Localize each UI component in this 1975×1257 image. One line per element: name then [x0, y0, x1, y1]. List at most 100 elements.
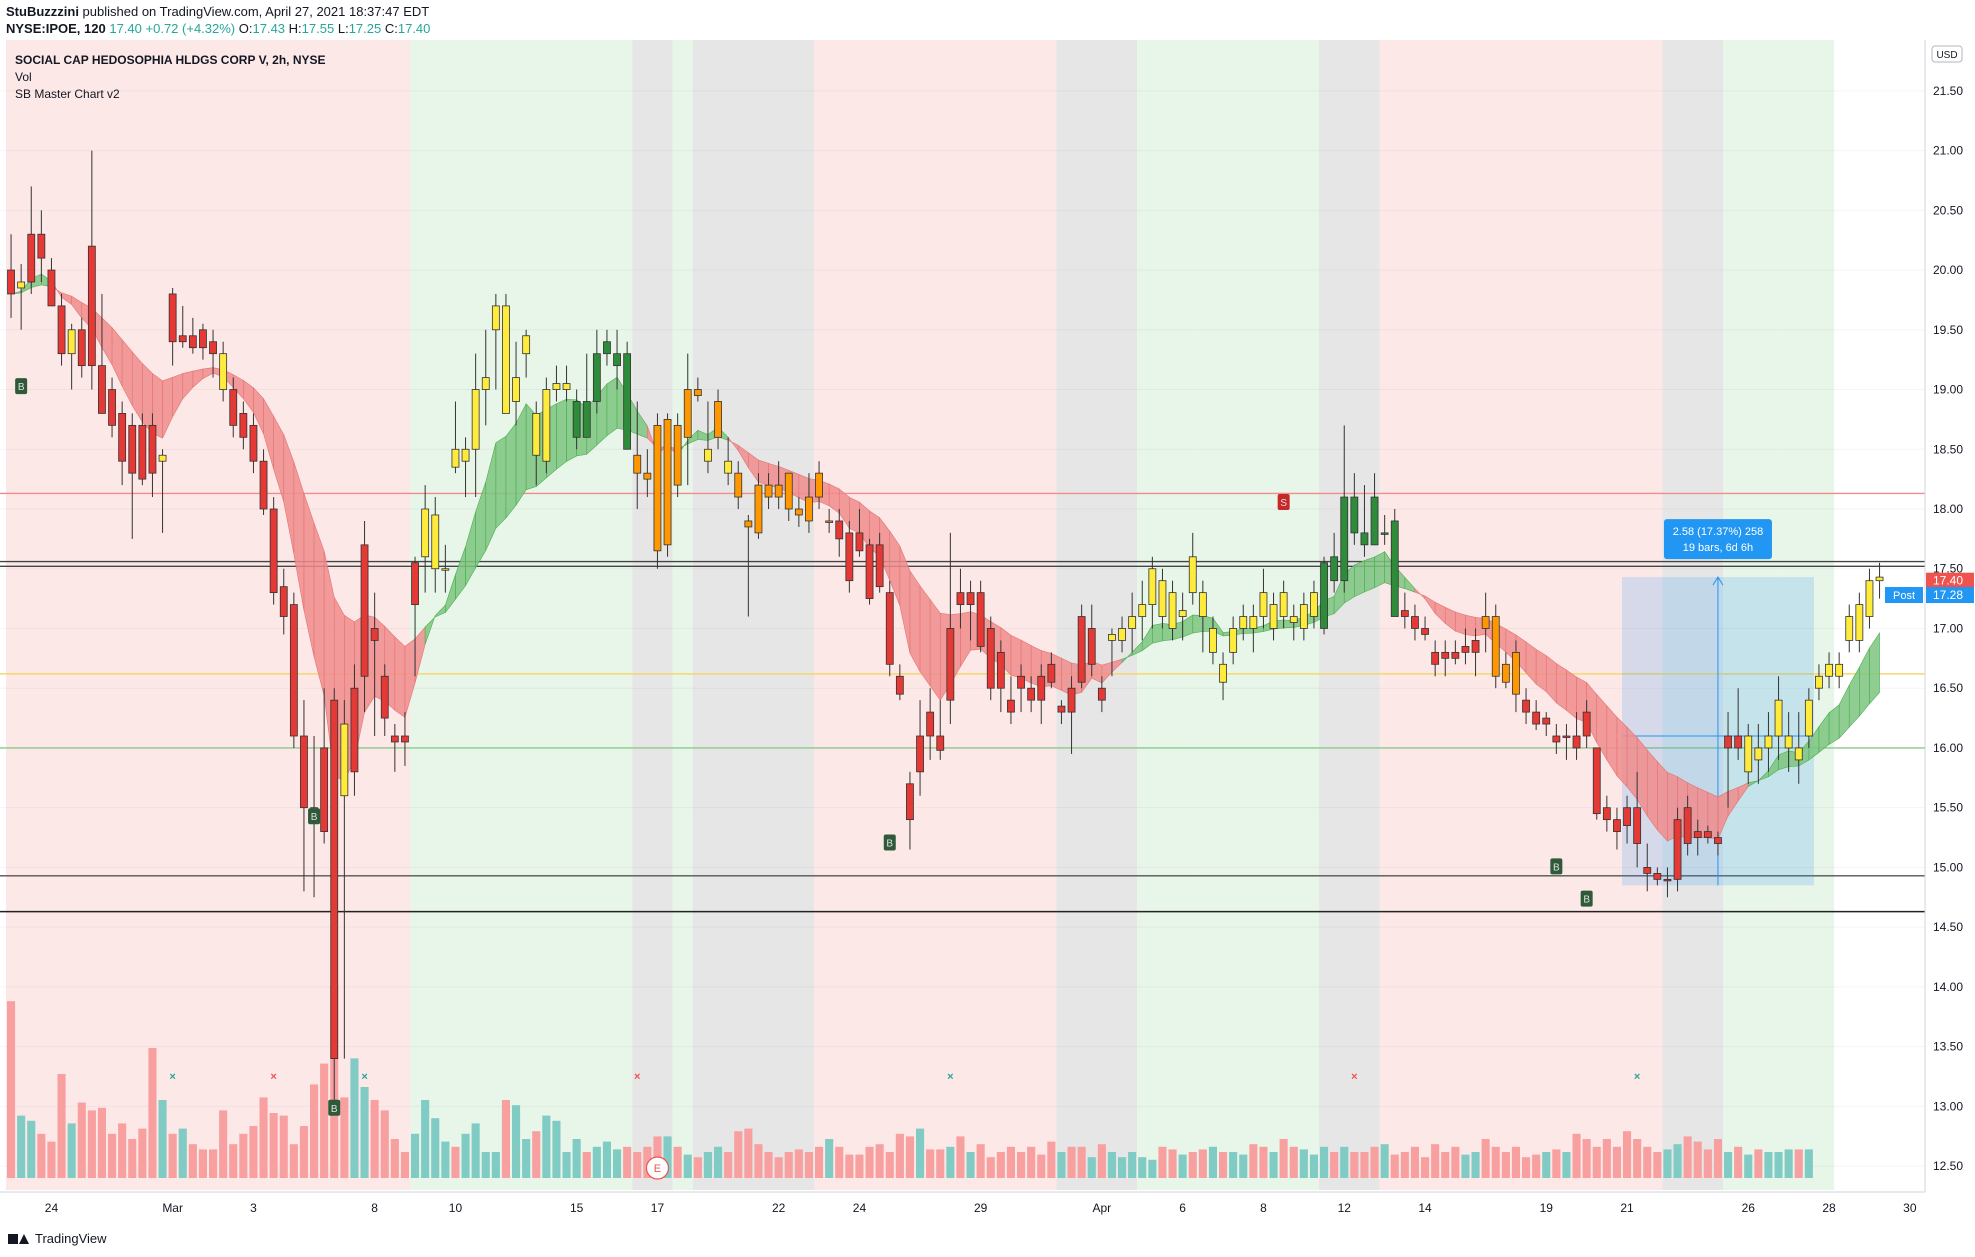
candle[interactable] [1400, 592, 1409, 629]
candle[interactable] [1602, 795, 1611, 832]
candle[interactable] [1835, 652, 1844, 689]
candle[interactable] [77, 317, 86, 378]
candle[interactable] [794, 497, 803, 527]
candle[interactable] [1693, 819, 1702, 856]
candle[interactable] [360, 520, 369, 713]
candle[interactable] [714, 389, 722, 450]
candle[interactable] [370, 592, 379, 736]
candle[interactable] [57, 293, 66, 366]
candle[interactable] [1653, 867, 1662, 886]
candle[interactable] [754, 473, 763, 539]
candle[interactable] [835, 509, 844, 557]
candle[interactable] [1431, 640, 1440, 677]
candle[interactable] [976, 580, 985, 653]
candle[interactable] [441, 544, 450, 593]
signal-marker[interactable]: B [328, 1099, 341, 1116]
signal-marker[interactable]: B [883, 834, 896, 851]
candle[interactable] [148, 413, 157, 498]
candle[interactable] [209, 329, 217, 378]
candle[interactable] [916, 700, 924, 796]
candle[interactable] [1643, 843, 1652, 892]
candle[interactable] [1875, 562, 1884, 599]
candle[interactable] [1188, 532, 1197, 605]
candle[interactable] [1097, 676, 1106, 713]
candle[interactable] [502, 293, 510, 414]
candle[interactable] [1370, 473, 1379, 546]
candle[interactable] [1259, 568, 1268, 629]
candle[interactable] [330, 688, 339, 1107]
candle[interactable] [653, 413, 662, 569]
legend-vol[interactable]: Vol [15, 70, 32, 84]
candle[interactable] [1421, 616, 1429, 641]
candle[interactable] [1794, 712, 1803, 784]
candle[interactable] [1865, 568, 1874, 629]
axes[interactable]: 21.50 21.00 20.50 20.00 19.50 19.00 18.50 18.00… [0, 40, 1975, 1230]
candle[interactable] [1774, 676, 1783, 760]
candle[interactable] [1168, 580, 1177, 641]
candle[interactable] [219, 341, 228, 402]
candle[interactable] [875, 532, 884, 593]
candle[interactable] [1815, 664, 1823, 701]
candle[interactable] [1845, 604, 1854, 653]
candle[interactable] [1441, 640, 1450, 677]
price-chart[interactable]: 2.58 (17.37%) 258 19 bars, 6d 6h × × × × × × × E… [0, 40, 1975, 1230]
candle[interactable] [1047, 652, 1056, 689]
candle[interactable] [249, 413, 258, 474]
candle[interactable] [1572, 712, 1581, 760]
candle[interactable] [199, 323, 207, 360]
candle[interactable] [1148, 556, 1157, 629]
candle[interactable] [128, 413, 137, 539]
candle[interactable] [269, 497, 278, 605]
candle[interactable] [643, 449, 652, 498]
candle[interactable] [1178, 592, 1187, 641]
candle[interactable] [1804, 688, 1813, 748]
candle[interactable] [259, 449, 268, 515]
candle[interactable] [1249, 604, 1258, 653]
candle[interactable] [946, 532, 955, 725]
candle[interactable] [542, 377, 551, 474]
candle[interactable] [613, 329, 621, 390]
candle[interactable] [87, 150, 96, 390]
candle[interactable] [1360, 485, 1369, 557]
candle[interactable] [481, 329, 490, 426]
candle[interactable] [986, 616, 995, 701]
candle[interactable] [774, 461, 783, 509]
candle[interactable] [401, 712, 409, 766]
candle[interactable] [885, 580, 894, 677]
candle[interactable] [380, 664, 389, 736]
candle[interactable] [1219, 652, 1227, 701]
candle[interactable] [1461, 628, 1470, 665]
candle[interactable] [1310, 580, 1318, 629]
candle[interactable] [865, 538, 874, 605]
candle[interactable] [279, 568, 288, 635]
candle[interactable] [1491, 604, 1500, 689]
candle[interactable] [1714, 831, 1722, 856]
candle[interactable] [350, 664, 359, 796]
candle[interactable] [1451, 640, 1460, 665]
candle[interactable] [158, 449, 167, 533]
candle[interactable] [1320, 556, 1328, 635]
candle[interactable] [451, 401, 460, 474]
candle[interactable] [1582, 700, 1591, 748]
candle[interactable] [1512, 640, 1520, 713]
candle[interactable] [683, 353, 692, 486]
candle[interactable] [1552, 724, 1561, 754]
candle[interactable] [603, 329, 611, 366]
signal-marker[interactable]: B [15, 378, 28, 395]
candle[interactable] [1380, 514, 1389, 545]
candle[interactable] [1340, 425, 1349, 593]
candle[interactable] [471, 353, 480, 498]
candle[interactable] [572, 389, 581, 450]
candle[interactable] [1683, 795, 1692, 856]
candle[interactable] [1198, 580, 1207, 653]
candle[interactable] [27, 186, 36, 294]
candle[interactable] [178, 305, 187, 348]
candle[interactable] [1724, 712, 1732, 808]
candle[interactable] [1279, 580, 1288, 629]
candle[interactable] [1592, 747, 1601, 820]
candle[interactable] [926, 688, 935, 760]
candle[interactable] [734, 461, 743, 509]
candle[interactable] [1734, 688, 1743, 760]
signal-marker[interactable]: S [1277, 494, 1290, 511]
candle[interactable] [289, 592, 298, 748]
